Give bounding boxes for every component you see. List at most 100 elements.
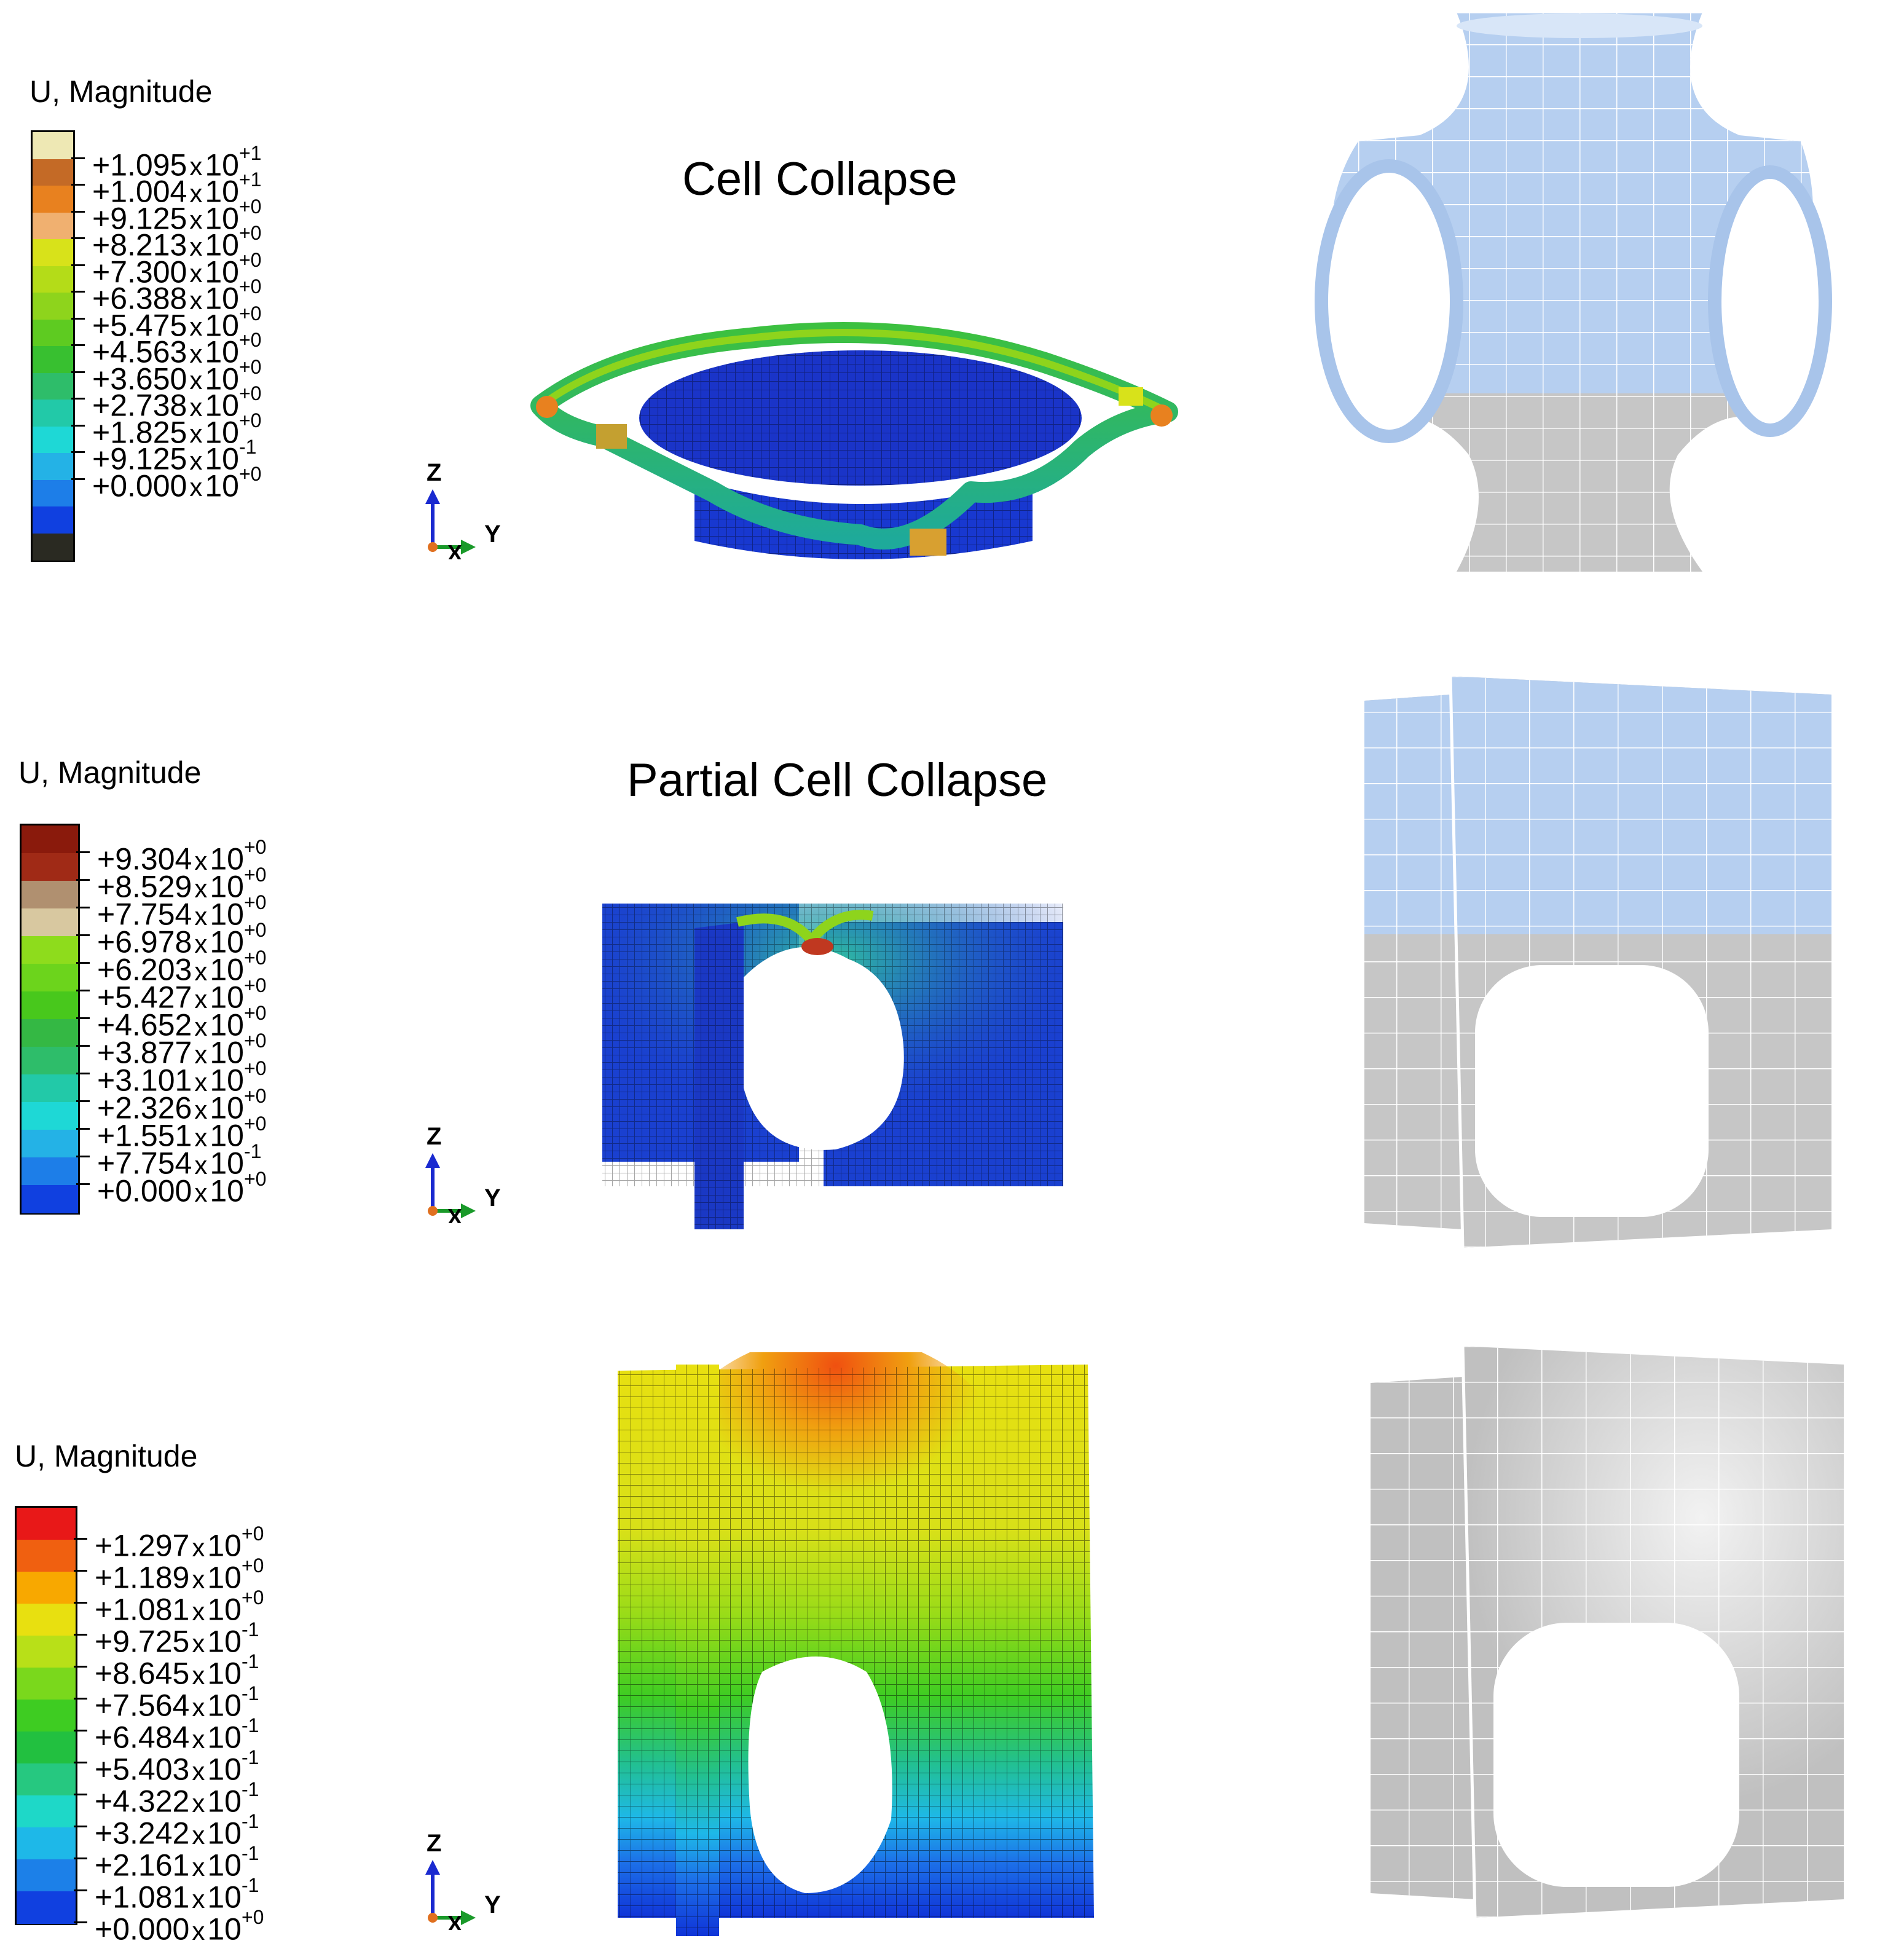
axis-x-label: X	[447, 1911, 462, 1930]
legend-tick	[74, 1634, 87, 1636]
legend-swatch	[17, 1636, 76, 1668]
legend-swatch	[17, 1795, 76, 1828]
legend-tick	[74, 1889, 87, 1891]
legend-swatch	[17, 1763, 76, 1796]
legend-tick-label: +7.300x10+0	[92, 248, 262, 290]
legend-tick	[74, 1921, 87, 1923]
axis-y-label: Y	[484, 1891, 501, 1918]
fe-model-no-collapse	[618, 1352, 1094, 1936]
legend-swatch	[17, 1827, 76, 1860]
legend-tick-label: +9.304x10+0	[97, 836, 267, 877]
legend-tick-label: +5.427x10+0	[97, 974, 267, 1015]
legend-tick-label: +9.125x10-1	[92, 436, 257, 476]
legend-title: U, Magnitude	[18, 755, 202, 790]
axis-triad-icon: Z Y X	[425, 459, 501, 559]
legend-tick-label: +4.563x10+0	[92, 329, 262, 369]
color-legend-bar	[20, 824, 80, 1215]
legend-swatch	[17, 1604, 76, 1636]
legend-tick-label: +0.000x10+0	[92, 462, 262, 503]
shell-model-cell-collapse	[1315, 12, 1832, 572]
row-title: Cell Collapse	[682, 153, 958, 205]
legend-tick	[71, 237, 85, 239]
legend-tick	[76, 1128, 90, 1130]
axis-y-label: Y	[484, 1184, 501, 1211]
legend-tick-label: +8.213x10+0	[92, 222, 262, 262]
legend-swatch	[22, 881, 78, 909]
legend-tick	[74, 1826, 87, 1827]
legend-tick-label: +3.650x10+0	[92, 355, 262, 396]
axis-z-label: Z	[427, 459, 441, 486]
legend-tick-label: +8.645x10-1	[95, 1650, 259, 1691]
legend-swatch	[33, 293, 73, 320]
legend-tick-label: +8.529x10+0	[97, 864, 267, 904]
legend-tick	[76, 962, 90, 964]
legend-tick	[71, 344, 85, 346]
legend-tick	[76, 851, 90, 853]
legend-tick-label: +2.326x10+0	[97, 1085, 267, 1125]
legend-swatch	[22, 853, 78, 881]
row-title: Partial Cell Collapse	[627, 754, 1048, 806]
legend-tick-label: +7.754x10+0	[97, 891, 267, 932]
legend-tick-label: +3.101x10+0	[97, 1057, 267, 1098]
legend-swatch	[33, 266, 73, 293]
legend-tick	[71, 424, 85, 427]
legend-swatch	[33, 426, 73, 454]
legend-tick	[74, 1570, 87, 1572]
legend-tick	[71, 398, 85, 400]
legend-swatch	[33, 319, 73, 347]
legend-tick	[76, 1183, 90, 1185]
legend-tick-label: +1.081x10-1	[95, 1874, 259, 1915]
legend-tick	[76, 879, 90, 881]
legend-swatch	[17, 1859, 76, 1892]
legend-tick-label: +3.877x10+0	[97, 1030, 267, 1070]
axis-triad-icon: Z Y X	[425, 1123, 501, 1223]
legend-tick-label: +1.297x10+0	[95, 1523, 264, 1563]
legend-tick-label: +9.725x10-1	[95, 1618, 259, 1659]
legend-tick	[71, 184, 85, 186]
legend-title: U, Magnitude	[30, 74, 213, 109]
legend-swatch	[33, 533, 73, 561]
legend-tick	[71, 291, 85, 293]
legend-tick	[74, 1762, 87, 1763]
legend-swatch	[33, 239, 73, 267]
legend-tick-label: +7.564x10-1	[95, 1682, 259, 1723]
legend-tick	[71, 478, 85, 480]
legend-swatch	[22, 825, 78, 854]
legend-tick	[74, 1857, 87, 1859]
legend-tick	[71, 157, 85, 159]
legend-tick-label: +9.125x10+0	[92, 195, 262, 236]
legend-tick	[71, 451, 85, 453]
color-legend-bar	[15, 1506, 77, 1925]
legend-tick-label: +2.161x10-1	[95, 1842, 259, 1883]
legend-tick	[76, 1017, 90, 1019]
legend-tick-label: +1.095x10+1	[92, 141, 262, 183]
legend-tick-label: +5.475x10+0	[92, 302, 262, 343]
legend-swatch	[17, 1700, 76, 1732]
legend-tick-label: +1.551x10+0	[97, 1113, 267, 1153]
legend-swatch	[17, 1508, 76, 1540]
legend-tick-label: +1.825x10+0	[92, 409, 262, 450]
legend-tick	[74, 1730, 87, 1731]
legend-swatch	[22, 1130, 78, 1158]
legend-tick-label: +6.978x10+0	[97, 919, 267, 959]
fe-model-cell-collapse	[530, 322, 1178, 559]
legend-swatch	[33, 453, 73, 481]
legend-tick	[74, 1794, 87, 1795]
legend-tick	[76, 1045, 90, 1047]
legend-tick-label: +6.484x10-1	[95, 1714, 259, 1755]
axis-x-label: X	[447, 540, 462, 559]
legend-tick	[71, 317, 85, 320]
legend-swatch	[17, 1891, 76, 1924]
legend-swatch	[22, 1047, 78, 1075]
legend-swatch	[33, 212, 73, 240]
legend-tick-label: +4.322x10-1	[95, 1778, 259, 1819]
legend-tick-label: +0.000x10+0	[97, 1168, 267, 1208]
legend-tick	[76, 1073, 90, 1074]
legend-swatch	[22, 964, 78, 992]
legend-tick	[76, 907, 90, 908]
legend-tick	[74, 1698, 87, 1700]
legend-swatch	[17, 1668, 76, 1700]
legend-tick	[76, 1100, 90, 1102]
legend-swatch	[22, 908, 78, 937]
legend-swatch	[22, 991, 78, 1020]
